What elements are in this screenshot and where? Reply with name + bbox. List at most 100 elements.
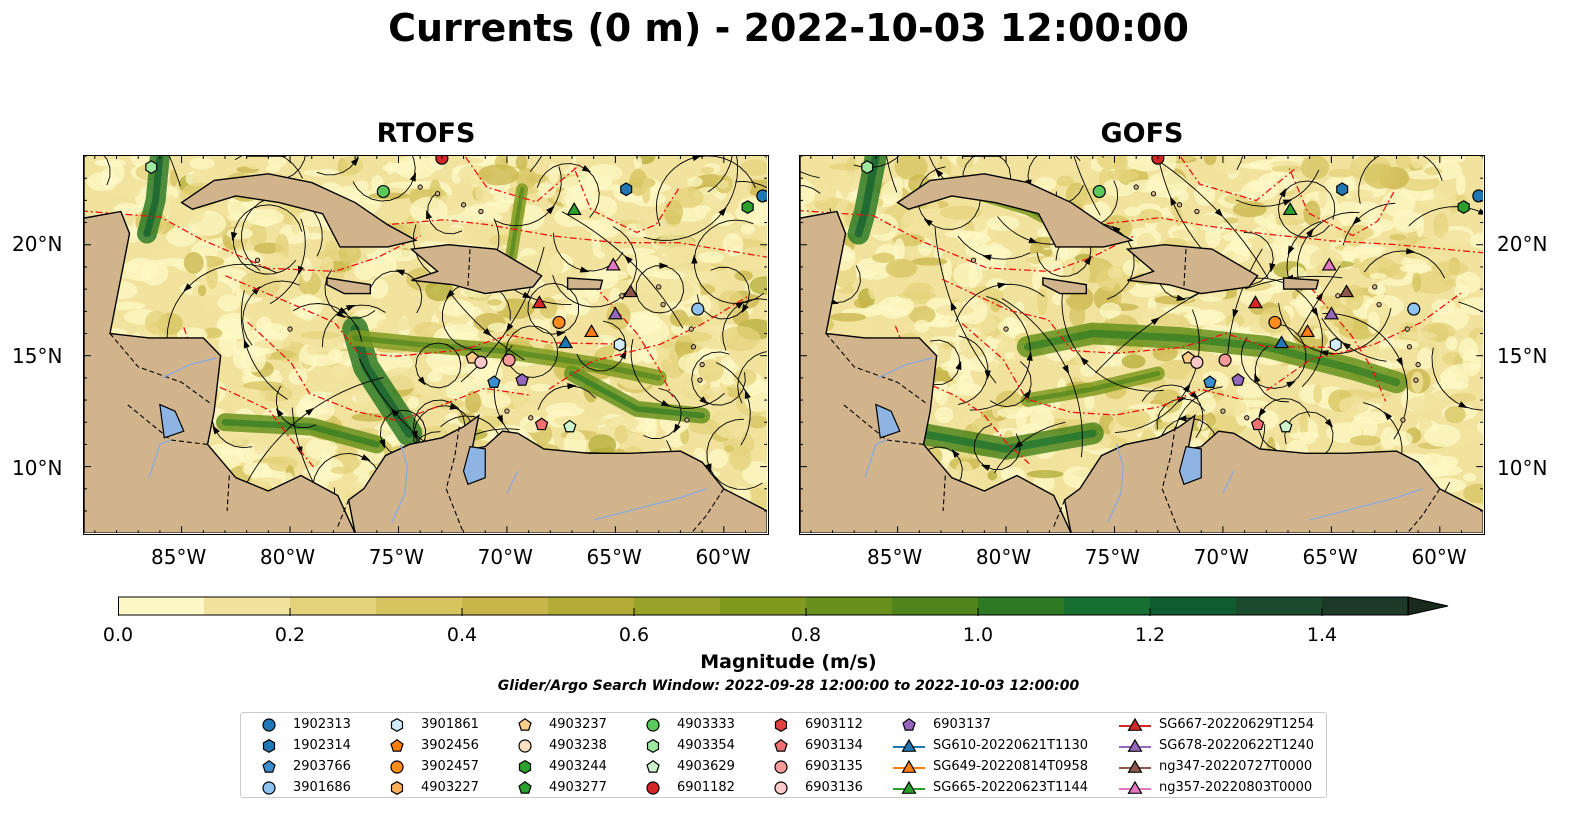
legend-item: 6903112	[761, 715, 886, 735]
x-tick-label: 65°W	[586, 545, 642, 569]
panel-title-gofs: GOFS	[1100, 118, 1184, 149]
legend-label: 3902456	[421, 738, 479, 753]
legend-label: 6903137	[933, 717, 991, 732]
colorbar-bin	[376, 597, 463, 615]
legend-marker-icon	[646, 718, 660, 732]
legend-marker-icon	[518, 739, 532, 753]
y-tick-label-left: 20°N	[12, 232, 63, 257]
legend-item: 4903237	[505, 715, 630, 735]
obs-marker-6903135	[502, 353, 516, 367]
colorbar-bin	[1064, 597, 1151, 615]
colorbar-title: Magnitude (m/s)	[700, 651, 877, 673]
obs-marker-SG667-20220629T1254	[531, 295, 547, 309]
obs-marker-SG665-20220623T1144	[1282, 202, 1298, 216]
legend-item: 6903136	[761, 778, 886, 798]
obs-marker-1902313	[1472, 189, 1484, 203]
y-tick-label-left: 15°N	[12, 344, 63, 369]
legend-item: SG678-20220622T1240	[1115, 736, 1325, 756]
obs-marker-4903244	[1457, 200, 1470, 214]
colorbar-tick-label: 0.6	[618, 624, 650, 646]
legend-marker-icon	[901, 780, 917, 794]
colorbar-bin	[1236, 597, 1323, 615]
legend-marker-icon	[1127, 780, 1143, 794]
legend-marker-icon	[901, 738, 917, 752]
obs-marker-ng347-20220727T0000	[623, 284, 639, 298]
legend-marker-icon	[262, 718, 276, 732]
legend-item: 6903134	[761, 736, 886, 756]
y-tick-label-right: 10°N	[1497, 455, 1548, 480]
legend-marker-icon	[1127, 717, 1143, 731]
legend-label: 2903766	[293, 759, 351, 774]
obs-marker-6903136	[1190, 355, 1204, 369]
obs-marker-3902457	[552, 315, 566, 329]
colorbar-bin	[462, 597, 549, 615]
legend-label: 4903629	[677, 759, 735, 774]
x-tick-label: 85°W	[151, 545, 207, 569]
legend-marker-icon	[774, 781, 788, 795]
legend-label: SG665-20220623T1144	[933, 780, 1089, 795]
legend: 1902313 1902314 2903766 3901686 3901861 39024…	[240, 712, 1327, 798]
legend-item: 2903766	[249, 757, 374, 777]
x-tick-label: 80°W	[975, 545, 1032, 569]
colorbar-tick-label: 1.0	[962, 624, 994, 646]
legend-label: SG678-20220622T1240	[1159, 738, 1315, 753]
rtofs-map	[83, 155, 769, 535]
legend-item: 4903354	[633, 736, 758, 756]
legend-marker-icon	[518, 760, 532, 774]
legend-marker-icon	[901, 759, 917, 773]
legend-label: 6903112	[805, 717, 863, 732]
legend-label: ng347-20220727T0000	[1159, 759, 1313, 774]
legend-item: ng357-20220803T0000	[1115, 778, 1325, 798]
obs-marker-ng347-20220727T0000	[1339, 284, 1355, 298]
legend-label: SG649-20220814T0958	[933, 759, 1089, 774]
obs-marker-2903766	[487, 375, 501, 388]
figure-title: Currents (0 m) - 2022-10-03 12:00:00	[388, 6, 1189, 50]
colorbar-bin	[1322, 597, 1409, 615]
x-tick-label: 60°W	[1411, 545, 1467, 569]
colorbar-tick-label: 0.8	[790, 624, 822, 646]
x-tick-label: 60°W	[695, 545, 751, 569]
obs-marker-ng357-20220803T0000	[605, 257, 621, 271]
obs-marker-6901182	[1151, 156, 1165, 165]
legend-marker-icon	[646, 759, 660, 773]
colorbar-bin	[290, 597, 377, 615]
colorbar-tick-label: 0.2	[274, 624, 306, 646]
gofs-map	[799, 155, 1485, 535]
legend-label: SG667-20220629T1254	[1159, 717, 1315, 732]
legend-item: 1902314	[249, 736, 374, 756]
obs-marker-4903629	[563, 419, 577, 433]
legend-marker-icon	[518, 780, 532, 794]
obs-marker-3901861	[1329, 337, 1342, 352]
obs-marker-6903135	[1218, 353, 1232, 367]
legend-marker-icon	[646, 739, 660, 753]
legend-item: 3901861	[377, 715, 502, 735]
legend-label: 4903227	[421, 780, 479, 795]
colorbar-tick-label: 0.4	[446, 624, 478, 646]
colorbar-tick-label: 1.2	[1134, 624, 1166, 646]
x-tick-label: 65°W	[1302, 545, 1358, 569]
legend-marker-icon	[902, 717, 916, 731]
legend-label: 4903238	[549, 738, 607, 753]
colorbar-bin	[892, 597, 979, 615]
obs-marker-4903354	[145, 160, 158, 175]
colorbar-tick-label: 0.0	[102, 624, 134, 646]
colorbar-bin	[978, 597, 1065, 615]
legend-label: 1902314	[293, 738, 351, 753]
obs-marker-4903629	[1279, 419, 1293, 433]
legend-item: 4903244	[505, 757, 630, 777]
legend-item: 4903629	[633, 757, 758, 777]
x-tick-label: 75°W	[1084, 545, 1140, 569]
legend-marker-icon	[262, 781, 276, 795]
obs-marker-3901686	[691, 302, 705, 316]
obs-marker-SG678-20220622T1240	[607, 306, 623, 320]
obs-marker-4903244	[741, 200, 754, 214]
obs-marker-4903333	[1092, 184, 1106, 199]
legend-label: 3901861	[421, 717, 479, 732]
legend-label: ng357-20220803T0000	[1159, 780, 1313, 795]
obs-marker-SG678-20220622T1240	[1323, 306, 1339, 320]
legend-item: 6903135	[761, 757, 886, 777]
obs-marker-6903136	[474, 355, 488, 369]
legend-marker-icon	[774, 760, 788, 774]
colorbar-bin	[720, 597, 807, 615]
obs-marker-4903354	[861, 160, 874, 175]
